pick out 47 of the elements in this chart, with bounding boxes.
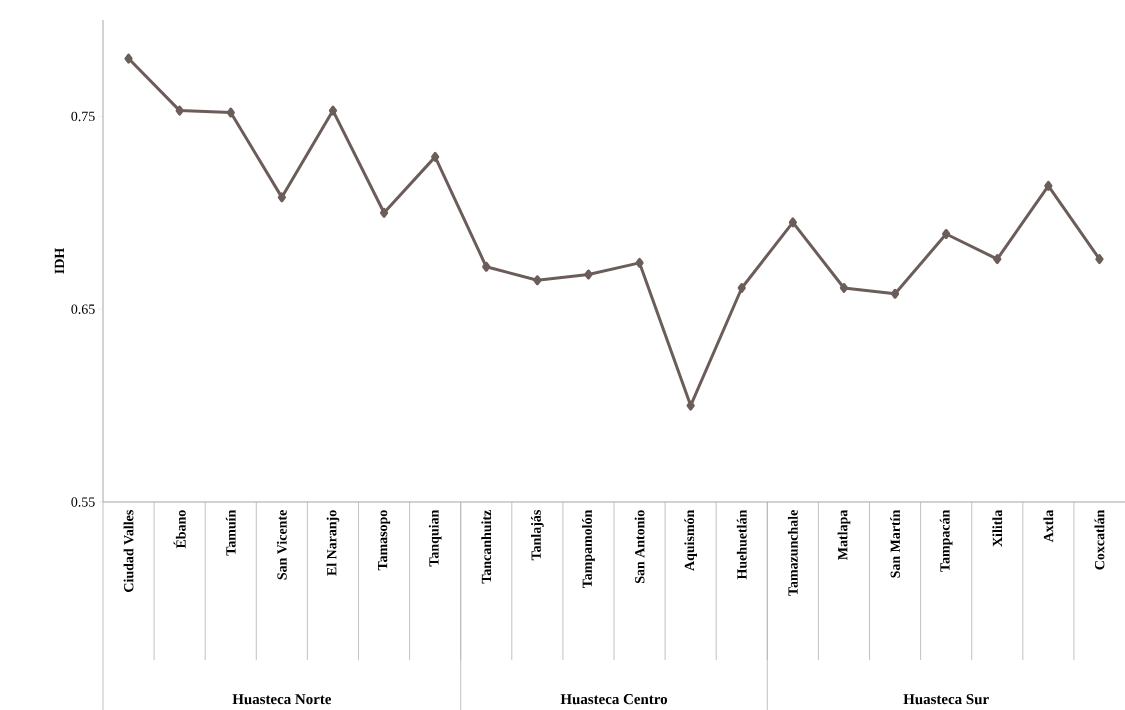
point: [942, 228, 951, 239]
text: Huasteca Sur: [903, 694, 989, 705]
y-tick-label: 0.65: [71, 304, 95, 314]
point: [379, 207, 389, 218]
x-tick-label: Aquismón: [684, 509, 697, 571]
x-tick-label: Xilitla: [992, 509, 1003, 547]
point: [686, 400, 695, 411]
x-tick-label: Tamasopo: [378, 510, 391, 571]
point: [890, 288, 900, 299]
point: [533, 275, 542, 286]
text: Huasteca Centro: [560, 694, 668, 705]
point: [226, 107, 235, 118]
y-axis-title: IDH: [54, 248, 64, 274]
y-tick-label: 0.55: [71, 497, 95, 507]
x-tick-label: Matlapa: [837, 509, 851, 560]
x-tick-label: Tamazunchale: [787, 510, 798, 596]
text: Huasteca Norte: [232, 694, 332, 705]
point: [993, 254, 1002, 265]
x-tick-label: San Vicente: [276, 510, 287, 580]
x-tick-label: Ciudad Valles: [123, 510, 134, 592]
x-tick-label: Coxcatlán: [1094, 509, 1105, 570]
point: [175, 105, 184, 116]
x-tick-label: San Martín: [890, 509, 900, 578]
point: [635, 257, 644, 268]
point: [1095, 254, 1104, 265]
x-tick-label: El Naranjo: [326, 510, 340, 576]
point: [482, 261, 491, 272]
point: [584, 269, 593, 280]
x-tick-label: Tampamolón: [582, 509, 595, 589]
point: [839, 282, 849, 293]
x-tick-label: Tamuín: [225, 509, 236, 556]
x-tick-label: Tanlajás: [531, 510, 544, 561]
point: [277, 192, 286, 203]
x-tick-label: Tancanhuitz: [481, 510, 492, 584]
point: [431, 151, 440, 162]
point: [737, 282, 746, 293]
point: [788, 217, 797, 228]
point: [1044, 180, 1053, 191]
point: [328, 105, 338, 116]
y-tick-label: 0.75: [71, 111, 95, 122]
point: [124, 53, 133, 64]
x-tick-label: Ébano: [173, 510, 186, 549]
x-tick-label: Huehuetlán: [736, 509, 747, 580]
x-tick-label: San Antonio: [634, 510, 645, 584]
x-tick-label: Tanquian: [428, 509, 442, 567]
x-tick-label: Tampacán: [939, 509, 953, 572]
x-tick-label: Axtla: [1043, 509, 1054, 543]
